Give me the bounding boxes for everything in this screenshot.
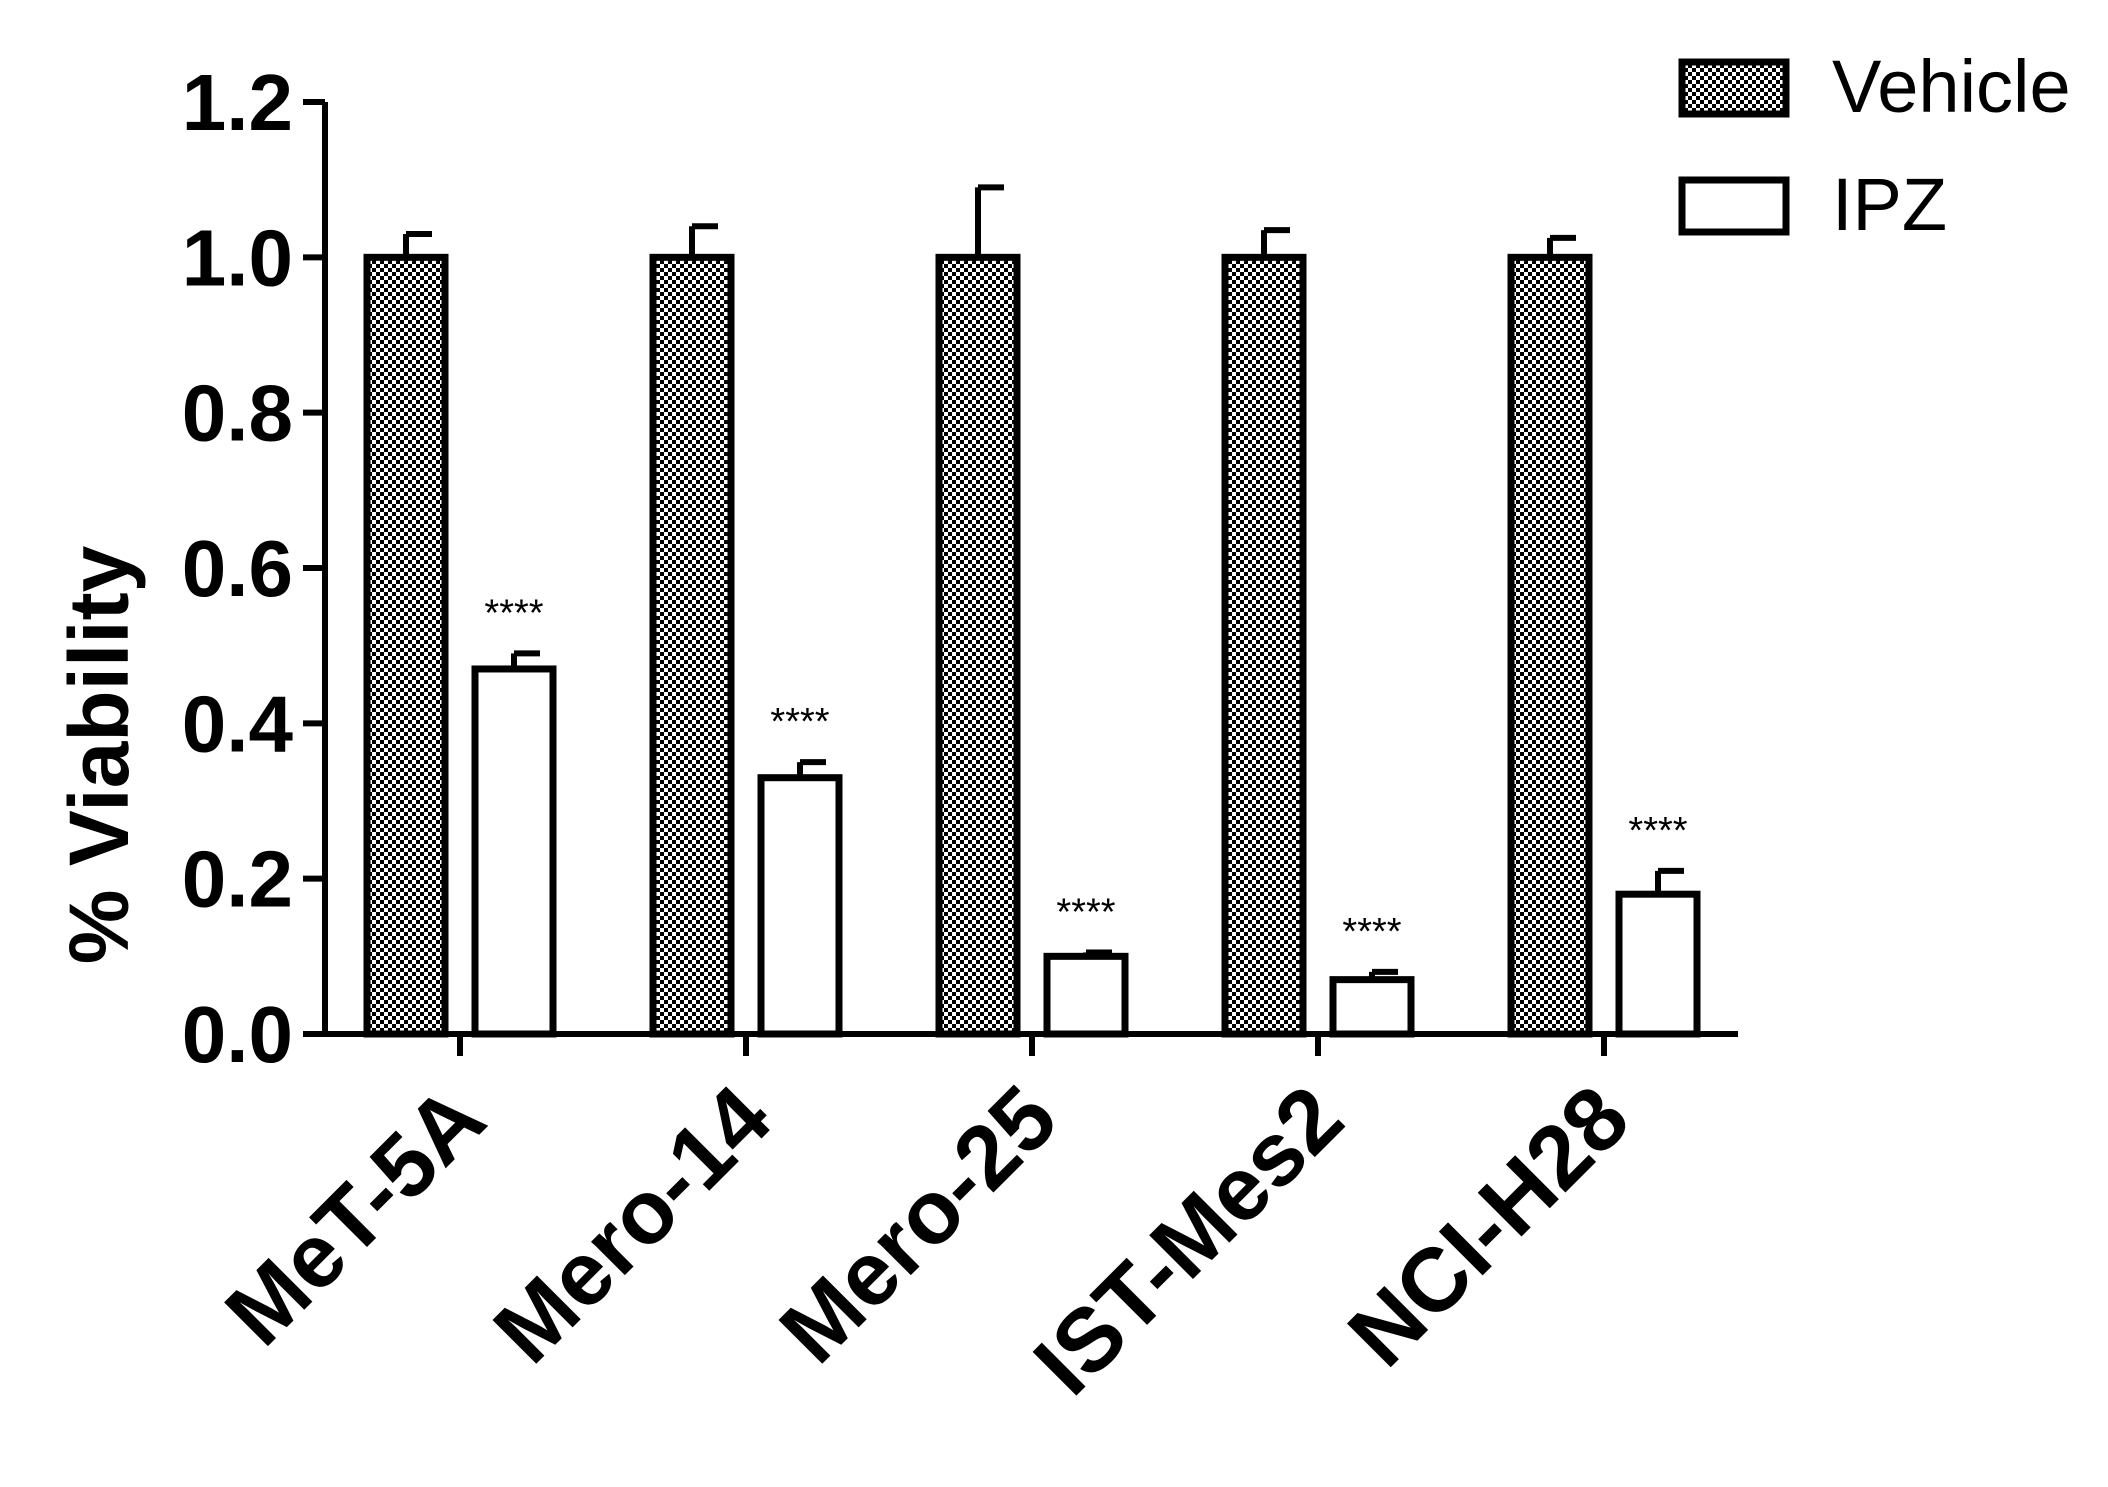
significance-label: **** bbox=[1342, 911, 1401, 953]
x-tick-label: IST-Mes2 bbox=[1016, 1067, 1363, 1414]
y-tick-label: 0.6 bbox=[182, 524, 293, 613]
x-tick-label: NCI-H28 bbox=[1330, 1067, 1648, 1385]
bar-vehicle bbox=[1221, 253, 1307, 1038]
y-tick-label: 0.4 bbox=[182, 679, 294, 768]
significance-label: **** bbox=[770, 701, 829, 743]
bar-vehicle bbox=[649, 253, 735, 1038]
legend: Vehicle IPZ bbox=[1678, 45, 2071, 246]
y-tick-label: 1.2 bbox=[182, 58, 293, 147]
legend-swatch bbox=[1678, 58, 1790, 118]
y-tick-label: 0.2 bbox=[182, 835, 293, 924]
bar-vehicle bbox=[935, 253, 1021, 1038]
bars: **** **** **** **** **** bbox=[363, 184, 1701, 1038]
significance-label: **** bbox=[484, 592, 543, 634]
bar-ipz bbox=[1329, 976, 1415, 1038]
significance-label: **** bbox=[1056, 891, 1115, 933]
legend-label: IPZ bbox=[1832, 163, 1947, 246]
y-tick-label: 0.0 bbox=[182, 990, 293, 1079]
legend-swatch bbox=[1678, 176, 1790, 236]
bar-vehicle bbox=[363, 253, 449, 1038]
y-tick-label: 1.0 bbox=[182, 213, 293, 302]
bar-ipz bbox=[1615, 890, 1701, 1038]
x-tick-label: MeT-5A bbox=[207, 1067, 504, 1364]
legend-label: Vehicle bbox=[1832, 45, 2071, 128]
bar-ipz bbox=[471, 665, 557, 1038]
bar-ipz bbox=[757, 774, 843, 1038]
x-tick-label: Mero-14 bbox=[475, 1067, 790, 1382]
significance-label: **** bbox=[1628, 810, 1687, 852]
y-axis: 0.0 0.2 0.4 0.6 0.8 1.0 1.2 bbox=[182, 58, 328, 1079]
bar-ipz bbox=[1043, 952, 1129, 1038]
bar-vehicle bbox=[1507, 253, 1593, 1038]
y-axis-label: % Viability bbox=[52, 545, 146, 964]
y-tick-label: 0.8 bbox=[182, 369, 293, 458]
